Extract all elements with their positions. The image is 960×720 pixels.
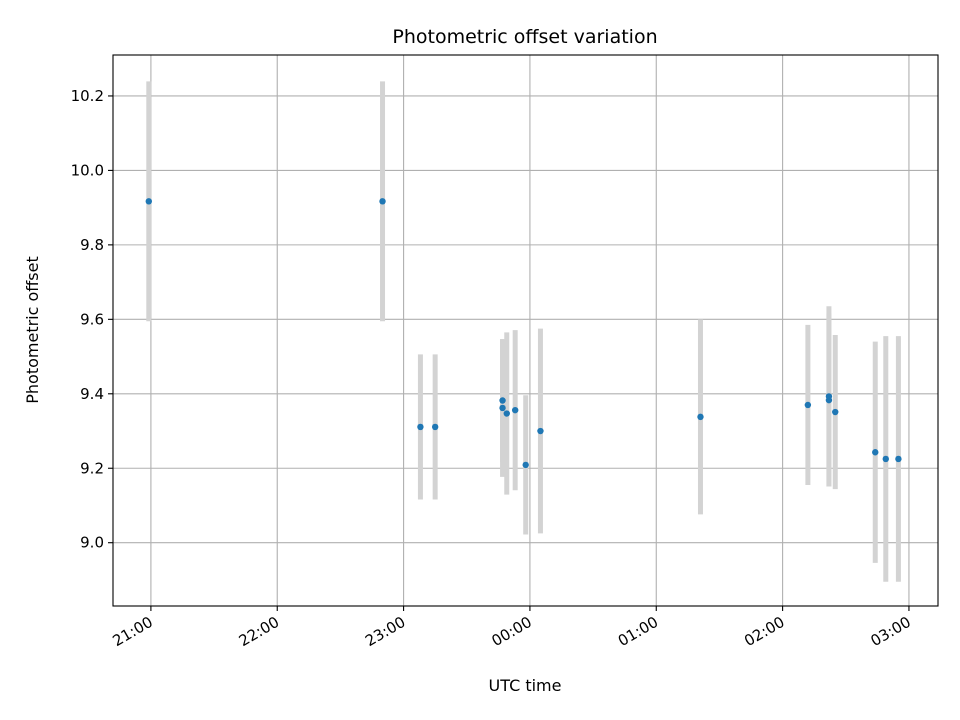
y-tick-label: 9.4 — [80, 385, 104, 403]
x-tick-label: 01:00 — [615, 613, 661, 650]
y-tick-label: 9.6 — [80, 310, 104, 328]
x-tick-label: 02:00 — [741, 613, 787, 650]
grid — [113, 55, 938, 606]
x-axis: 21:00 22:00 23:00 00:00 01:00 02:00 03:00 — [109, 606, 914, 650]
plot-frame — [112, 54, 939, 607]
x-tick-label: 23:00 — [362, 613, 408, 650]
y-tick-label: 9.8 — [80, 236, 104, 254]
data-point — [537, 427, 544, 435]
data-point — [522, 461, 529, 469]
y-axis: 9.0 9.2 9.4 9.6 9.8 10.0 10.2 — [71, 87, 113, 552]
data-point — [882, 455, 889, 463]
y-tick-label: 9.0 — [80, 534, 104, 552]
x-tick-label: 21:00 — [109, 613, 155, 650]
x-tick-label: 00:00 — [488, 613, 534, 650]
y-axis-label: Photometric offset — [23, 256, 42, 404]
x-tick-label: 03:00 — [867, 613, 913, 650]
data-point — [895, 455, 902, 463]
chart-title: Photometric offset variation — [392, 26, 657, 48]
data-point — [499, 404, 506, 412]
data-point — [379, 198, 386, 205]
data-point — [825, 393, 833, 400]
data-points — [145, 198, 902, 469]
data-point — [145, 198, 152, 205]
y-tick-label: 10.0 — [71, 161, 104, 179]
x-axis-label: UTC time — [489, 676, 562, 695]
data-point — [832, 408, 839, 416]
data-point — [503, 410, 510, 417]
x-tick-label: 22:00 — [236, 613, 282, 650]
data-point — [697, 413, 704, 421]
y-tick-label: 10.2 — [71, 87, 104, 105]
y-tick-label: 9.2 — [80, 459, 104, 477]
data-point — [499, 397, 506, 404]
data-point — [417, 423, 424, 431]
data-point — [872, 449, 879, 456]
data-point — [804, 401, 812, 409]
data-point — [511, 406, 519, 414]
data-point — [431, 423, 439, 431]
